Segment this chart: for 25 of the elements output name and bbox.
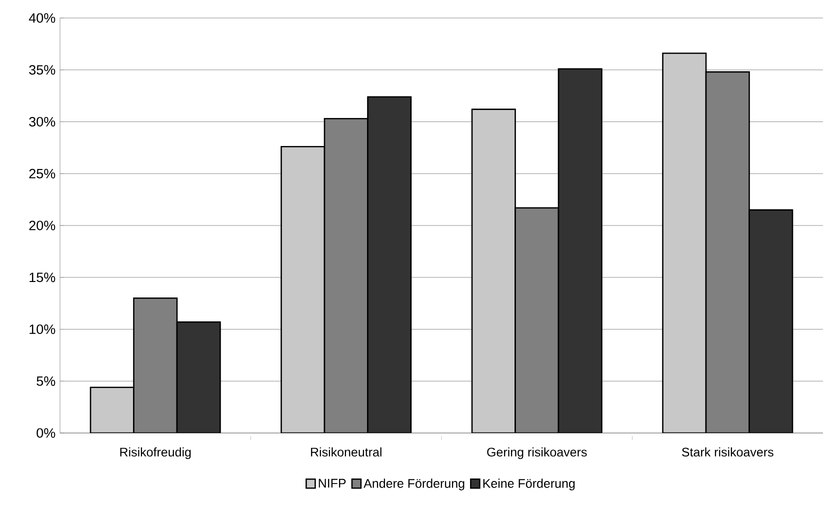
bar bbox=[367, 96, 412, 433]
bar bbox=[748, 209, 794, 433]
y-tick-label: 25% bbox=[29, 168, 56, 178]
bar bbox=[280, 146, 326, 433]
x-tick-label: Gering risikoavers bbox=[487, 447, 587, 460]
y-tick-label: 0% bbox=[36, 428, 56, 438]
bar bbox=[662, 52, 707, 433]
y-tick-label: 30% bbox=[29, 116, 56, 127]
legend-label: Andere Förderung bbox=[364, 478, 464, 490]
y-tick-label: 10% bbox=[30, 324, 56, 334]
y-tick-label: 40% bbox=[28, 13, 56, 23]
bar bbox=[90, 386, 134, 433]
y-tick-label: 15% bbox=[30, 272, 56, 282]
bar bbox=[471, 108, 516, 433]
legend-label: NIFP bbox=[318, 478, 346, 488]
bar bbox=[514, 207, 560, 433]
x-tick-label: Stark risikoavers bbox=[682, 447, 774, 457]
y-tick-label: 20% bbox=[29, 220, 56, 230]
y-tick-label: 35% bbox=[29, 65, 56, 75]
x-tick-label: Risikofreudig bbox=[120, 447, 191, 460]
y-tick-label: 5% bbox=[36, 376, 56, 386]
bar bbox=[176, 321, 221, 433]
legend-label: Keine Förderung bbox=[483, 478, 575, 490]
bar bbox=[558, 68, 602, 433]
x-tick-label: Risikoneutral bbox=[311, 447, 382, 457]
